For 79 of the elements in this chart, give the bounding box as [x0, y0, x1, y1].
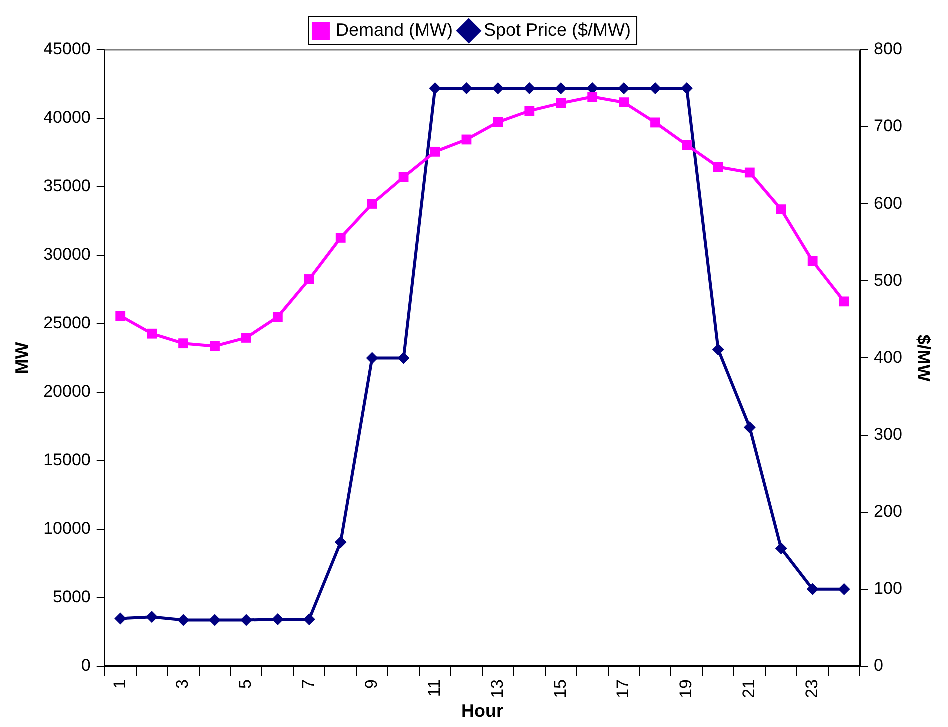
point	[272, 312, 283, 322]
point	[114, 612, 127, 625]
x-tick-label: 9	[362, 679, 382, 689]
point	[146, 611, 158, 624]
point	[116, 311, 126, 321]
y2-tick-label: 500	[874, 270, 902, 290]
y2-tick-label: 0	[874, 656, 884, 676]
y-tick-label: 20000	[44, 382, 91, 402]
y2-tick-label: 600	[874, 194, 902, 213]
point	[619, 98, 629, 108]
point	[242, 333, 252, 343]
point	[398, 352, 410, 364]
y-tick-label: 30000	[44, 245, 91, 264]
point	[398, 172, 409, 182]
y-tick-label: 45000	[44, 40, 91, 59]
y2-tick-label: 100	[874, 579, 902, 598]
point	[744, 422, 756, 434]
point	[429, 82, 442, 95]
x-tick-label: 15	[550, 679, 570, 698]
point	[367, 199, 378, 209]
point	[366, 352, 378, 364]
point	[839, 296, 850, 307]
point	[178, 614, 190, 626]
point	[460, 82, 473, 95]
point	[776, 204, 786, 215]
point	[806, 583, 819, 596]
x-axis-title: Hour	[461, 701, 504, 722]
point	[240, 614, 252, 626]
point	[336, 233, 346, 243]
y2-tick-label: 400	[874, 348, 902, 367]
point	[178, 338, 188, 349]
point	[210, 341, 220, 352]
point	[334, 536, 347, 548]
x-tick-label: 13	[488, 679, 507, 698]
y-tick-label: 15000	[44, 450, 91, 470]
point	[775, 542, 788, 555]
point	[713, 162, 724, 172]
y2-tick-label: 300	[874, 424, 902, 444]
y-tick-label: 10000	[44, 519, 91, 538]
y2-tick-label: 800	[874, 40, 902, 59]
y-tick-label: 25000	[44, 314, 91, 333]
point	[304, 274, 314, 284]
point	[462, 134, 472, 145]
y2-tick-label: 700	[874, 116, 902, 136]
y-tick-label: 40000	[44, 108, 91, 128]
point	[682, 140, 692, 150]
x-tick-label: 11	[424, 679, 444, 698]
point	[147, 328, 158, 339]
x-tick-label: 5	[236, 679, 256, 689]
y2-axis-title: $/MW	[914, 334, 934, 382]
x-tick-label: 21	[740, 679, 759, 698]
x-tick-label: 7	[299, 679, 318, 689]
y-tick-label: 5000	[53, 588, 91, 607]
point	[272, 613, 284, 626]
point	[588, 92, 598, 102]
point	[430, 146, 440, 157]
point	[493, 117, 504, 128]
point	[808, 256, 818, 266]
point	[524, 82, 536, 95]
y-tick-label: 0	[81, 656, 91, 676]
point	[524, 106, 535, 116]
x-tick-label: 17	[614, 679, 633, 698]
point	[838, 583, 850, 596]
y2-tick-label: 200	[874, 502, 902, 522]
point	[209, 614, 221, 626]
point	[744, 168, 755, 178]
x-tick-label: 1	[110, 679, 130, 689]
x-tick-label: 19	[676, 679, 696, 698]
legend-label: Spot Price ($/MW)	[484, 20, 632, 40]
y-axis-title: MW	[12, 342, 32, 374]
y-tick-label: 35000	[44, 176, 91, 196]
x-tick-label: 3	[173, 679, 192, 689]
point	[555, 82, 568, 95]
x-tick-label: 23	[802, 679, 822, 698]
point	[650, 118, 660, 128]
point	[492, 82, 504, 95]
point	[556, 98, 566, 108]
point	[712, 344, 724, 356]
legend-label: Demand (MW)	[336, 20, 453, 40]
